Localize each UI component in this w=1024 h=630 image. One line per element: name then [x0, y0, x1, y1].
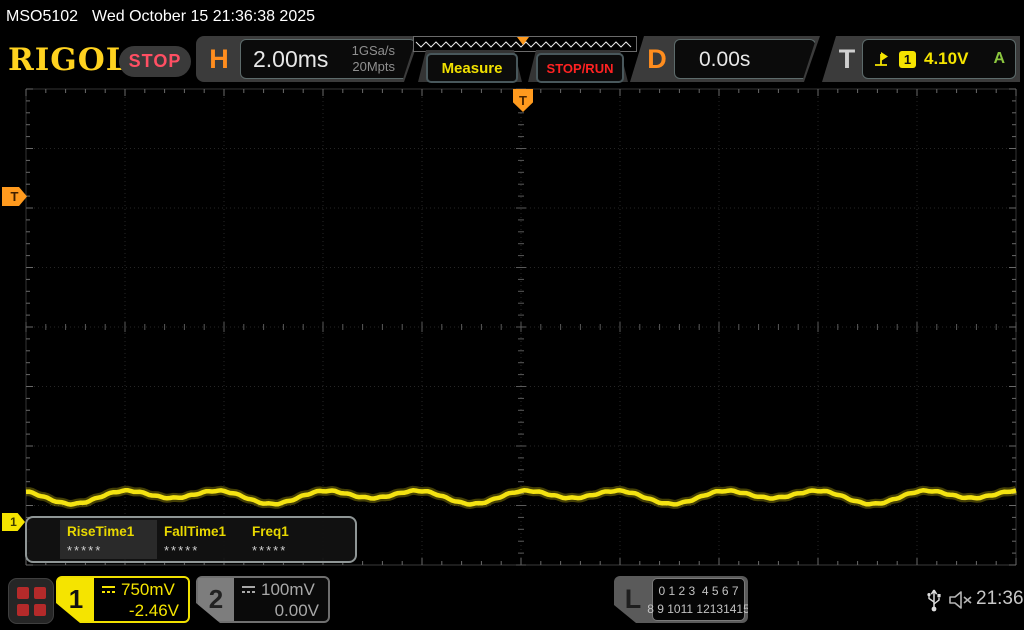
- trigger-level-marker[interactable]: T: [2, 187, 27, 206]
- sample-rate: 1GSa/s: [351, 43, 395, 58]
- rigol-logo: RIGOL: [8, 42, 129, 78]
- dc-coupling-icon: [101, 585, 116, 595]
- bottom-bar: 1 750mV -2.46V 2 100mV 0.00V L 0 1 2 3 4…: [0, 568, 1024, 630]
- menu-square-icon: [33, 586, 46, 599]
- trigger-position-marker[interactable]: T: [513, 89, 533, 112]
- trigger-level-value: 4.10V: [924, 49, 969, 68]
- delay-value: 0.00s: [699, 48, 751, 71]
- status-bar: MSO5102 Wed October 15 21:36:38 2025: [0, 0, 1024, 33]
- trigger-settings[interactable]: T 1 4.10V A: [822, 36, 1020, 82]
- channel1-scale: 750mV: [121, 580, 175, 599]
- measurement-falltime[interactable]: FallTime1 *****: [164, 524, 227, 558]
- measurement-freq[interactable]: Freq1 *****: [252, 524, 289, 558]
- trigger-mode-auto: A: [993, 50, 1005, 67]
- logic-channels-tag[interactable]: L 0 1 2 3 4 5 6 7 8 9 1011 12131415: [614, 576, 748, 623]
- measurement-panel[interactable]: RiseTime1 ***** FallTime1 ***** Freq1 **…: [25, 516, 357, 563]
- menu-square-icon: [33, 603, 46, 616]
- channel1-number: 1: [58, 578, 94, 621]
- measure-button[interactable]: Measure: [426, 53, 518, 83]
- menu-square-icon: [16, 603, 29, 616]
- logic-channel-list: 0 1 2 3 4 5 6 7 8 9 1011 12131415: [652, 578, 745, 621]
- channel2-scale: 100mV: [261, 580, 315, 599]
- menu-grid-button[interactable]: [8, 578, 54, 624]
- channel2-offset: 0.00V: [274, 601, 319, 620]
- run-state-badge: STOP: [119, 46, 191, 77]
- logic-label: L: [624, 584, 642, 614]
- horizontal-box[interactable]: 2.00ms 1GSa/s 20Mpts: [240, 39, 416, 79]
- channel1-position-marker[interactable]: 1: [2, 513, 25, 531]
- delay-label: D: [647, 43, 667, 74]
- horizontal-settings[interactable]: H 2.00ms 1GSa/s 20Mpts: [196, 36, 420, 82]
- trigger-box[interactable]: 1 4.10V A: [862, 39, 1016, 79]
- waveform-position-strip[interactable]: [413, 36, 637, 52]
- trigger-source-badge: 1: [899, 50, 916, 68]
- channel2-number: 2: [198, 578, 234, 621]
- horizontal-label: H: [209, 43, 229, 74]
- memory-depth: 20Mpts: [352, 59, 395, 75]
- speaker-mute-icon: [949, 591, 972, 609]
- measurement-risetime[interactable]: RiseTime1 *****: [67, 524, 135, 558]
- datetime: Wed October 15 21:36:38 2025: [92, 7, 316, 25]
- usb-icon: [927, 589, 941, 612]
- stop-run-button[interactable]: STOP/RUN: [536, 53, 624, 83]
- channel2-tag[interactable]: 2 100mV 0.00V: [196, 576, 330, 623]
- delay-box[interactable]: 0.00s: [674, 39, 816, 79]
- waveform-preview-icon: [415, 41, 632, 48]
- acquisition-info: 1GSa/s 20Mpts: [352, 43, 395, 76]
- delay-settings[interactable]: D 0.00s: [630, 36, 820, 82]
- measurement-selected-highlight: [60, 520, 157, 559]
- channel1-offset: -2.46V: [128, 601, 179, 620]
- dc-coupling-icon: [241, 585, 256, 595]
- trigger-label: T: [838, 43, 856, 74]
- channel1-tag[interactable]: 1 750mV -2.46V: [56, 576, 190, 623]
- menu-square-icon: [16, 586, 29, 599]
- edge-trigger-icon: [875, 52, 888, 66]
- strip-position-marker-icon[interactable]: [517, 37, 529, 45]
- model-name: MSO5102: [6, 7, 79, 25]
- clock: 21:36: [976, 588, 1024, 609]
- timebase-value: 2.00ms: [253, 46, 329, 72]
